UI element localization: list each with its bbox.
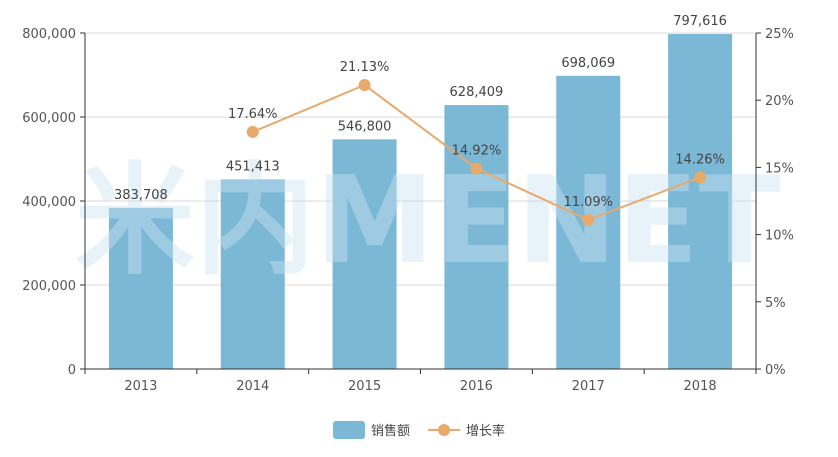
- watermark: 米内MENET: [75, 152, 781, 291]
- y-right-tick-label: 20%: [765, 94, 794, 109]
- y-right-tick-label: 25%: [765, 27, 794, 42]
- x-tick-label: 2017: [572, 379, 605, 394]
- bar-value-label: 628,409: [450, 85, 504, 100]
- bar-2014[interactable]: [220, 179, 285, 369]
- y-right-tick-label: 0%: [765, 363, 786, 378]
- y-left-tick-label: 200,000: [22, 279, 76, 294]
- y-right-tick-label: 10%: [765, 229, 794, 244]
- legend-label-bar: 销售额: [371, 423, 410, 439]
- x-tick-label: 2013: [124, 379, 157, 394]
- growth-value-label: 14.92%: [452, 143, 502, 158]
- y-right-tick-label: 5%: [765, 296, 786, 311]
- growth-value-label: 11.09%: [563, 195, 613, 210]
- growth-point-2014[interactable]: [246, 125, 259, 138]
- line-series: [246, 79, 707, 226]
- growth-value-label: 14.26%: [675, 152, 725, 167]
- y-left-tick-label: 400,000: [22, 195, 76, 210]
- bar-2013[interactable]: [108, 207, 173, 369]
- legend-swatch-marker: [438, 424, 450, 436]
- growth-value-label: 21.13%: [340, 60, 390, 75]
- y-right-tick-label: 15%: [765, 161, 794, 176]
- bar-value-label: 698,069: [561, 56, 615, 71]
- y-left-tick-label: 0: [68, 363, 76, 378]
- legend-label-line: 增长率: [466, 423, 505, 439]
- bar-value-label: 383,708: [114, 188, 168, 203]
- legend: 销售额 增长率: [333, 421, 505, 439]
- x-tick-label: 2015: [348, 379, 381, 394]
- x-tick-label: 2014: [236, 379, 269, 394]
- y-left-tick-label: 600,000: [22, 111, 76, 126]
- growth-point-2017[interactable]: [582, 213, 595, 226]
- bar-2016[interactable]: [444, 105, 509, 369]
- x-tick-label: 2018: [684, 379, 717, 394]
- legend-swatch-bar[interactable]: [333, 421, 365, 439]
- y-left-tick-label: 800,000: [22, 27, 76, 42]
- growth-value-label: 17.64%: [228, 107, 278, 122]
- axes: 0 200,000 400,000 600,000 800,000 0% 5% 10% 15% 2…: [22, 27, 794, 394]
- bar-value-label: 546,800: [338, 119, 392, 134]
- grid-lines: [85, 32, 756, 286]
- x-tick-label: 2016: [460, 379, 493, 394]
- bar-2015[interactable]: [332, 139, 397, 369]
- growth-point-2018[interactable]: [694, 171, 707, 184]
- bar-value-label: 451,413: [226, 159, 280, 174]
- bar-value-label: 797,616: [673, 14, 727, 29]
- growth-point-2016[interactable]: [470, 162, 483, 175]
- data-labels: 383,708 451,413 546,800 628,409 698,069 797,6…: [114, 14, 727, 210]
- growth-point-2015[interactable]: [358, 79, 371, 92]
- bar-2018[interactable]: [668, 34, 733, 369]
